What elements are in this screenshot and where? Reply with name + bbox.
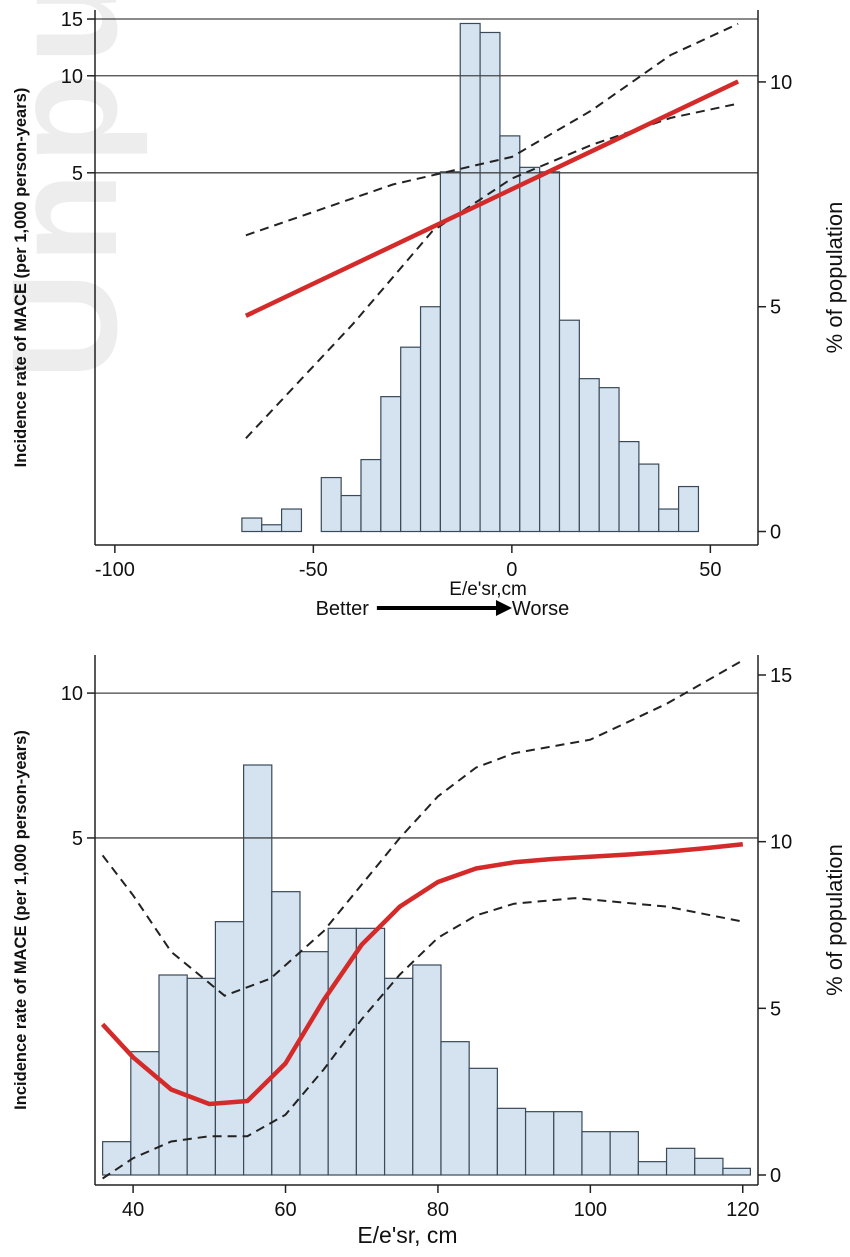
histogram-bar (186, 977, 217, 1176)
histogram-bar (360, 458, 382, 533)
y-right-axis-title: % of population (822, 844, 847, 996)
watermark-text: Unpublished (0, 0, 151, 380)
ci-upper-line (101, 659, 744, 997)
histogram-bar (665, 1147, 696, 1176)
histogram-bar (383, 977, 414, 1176)
x-tick-label: 120 (726, 1199, 759, 1221)
right-tick-label: 0 (770, 1165, 781, 1187)
left-tick-label: 15 (61, 9, 83, 31)
histogram-bar (271, 891, 301, 1176)
histogram-bar (241, 517, 263, 533)
right-tick-label: 5 (770, 297, 781, 319)
histogram-bar (479, 31, 501, 533)
x-tick-label: 0 (506, 559, 517, 581)
direction-arrow-head (495, 600, 512, 616)
histogram-bar (553, 1111, 583, 1176)
histogram-bar (440, 1041, 470, 1176)
histogram-bar (581, 1131, 611, 1176)
histogram-bar (280, 508, 303, 533)
x-tick-label: -50 (299, 559, 328, 581)
histogram-bar (320, 476, 342, 533)
histogram-bar (598, 387, 620, 533)
histogram-bar (380, 396, 402, 533)
left-tick-label: 5 (72, 828, 83, 850)
histogram-bar (519, 166, 541, 533)
histogram-bar (419, 306, 441, 533)
histogram-bar (355, 927, 386, 1176)
x-tick-label: 50 (699, 559, 721, 581)
chart-panel-1: 5 10 15 0 5 10 -100 -50 0 50 Incidence rate of MAC… (12, 9, 847, 620)
right-tick-label: 10 (770, 72, 792, 94)
histogram-bar (243, 764, 273, 1176)
histogram-bar (468, 1067, 498, 1176)
left-tick-label: 5 (72, 163, 83, 185)
left-tick-label: 10 (61, 66, 83, 88)
y-left-axis-title: Incidence rate of MACE (per 1,000 person… (12, 88, 30, 468)
histogram-bar (400, 346, 422, 533)
y-left-axis-title: Incidence rate of MACE (per 1,000 person… (12, 730, 30, 1110)
x-tick-label: 80 (427, 1199, 449, 1221)
histogram-bar (412, 964, 442, 1176)
histogram-bar (439, 171, 461, 533)
histogram-bar (340, 494, 362, 533)
histogram-bar (524, 1111, 555, 1176)
histogram-bar (578, 378, 600, 533)
histogram-bar (496, 1107, 527, 1176)
right-tick-label: 0 (770, 522, 781, 544)
histogram-bar (558, 319, 580, 533)
direction-worse-label: Worse (512, 598, 569, 620)
x-tick-label: 100 (574, 1199, 607, 1221)
histogram-bar (638, 463, 660, 533)
histogram-bar (299, 951, 329, 1176)
histogram-bar (694, 1157, 724, 1176)
histogram-bar (677, 485, 700, 533)
ci-upper-line (245, 22, 739, 237)
ci-lower-line (102, 897, 743, 1180)
histogram-bar (722, 1167, 751, 1176)
right-tick-label: 10 (770, 832, 792, 854)
left-tick-label: 10 (61, 683, 83, 705)
y-right-axis-title: % of population (822, 202, 847, 354)
histogram-bar (158, 974, 188, 1176)
x-tick-label: 60 (274, 1199, 296, 1221)
histogram-bar (618, 440, 640, 533)
estimate-line (244, 79, 740, 318)
histogram-bar (261, 524, 283, 533)
histogram-bar (214, 921, 245, 1176)
right-tick-label: 15 (770, 665, 792, 687)
estimate-line (100, 842, 744, 1107)
right-tick-label: 5 (770, 998, 781, 1020)
histogram-bar (658, 508, 680, 533)
ci-lower-line (245, 102, 739, 439)
x-axis-title: E/e'sr,cm (449, 579, 527, 600)
direction-better-label: Better (316, 598, 370, 620)
x-tick-label: 40 (122, 1199, 144, 1221)
histogram-bar (459, 22, 481, 533)
x-tick-label: -100 (95, 559, 135, 581)
histogram-bar (327, 927, 357, 1176)
histogram-bar (609, 1131, 639, 1176)
x-axis-title: E/e'sr, cm (357, 1222, 457, 1248)
histogram-bar (637, 1161, 668, 1176)
histogram-bar (539, 171, 561, 533)
